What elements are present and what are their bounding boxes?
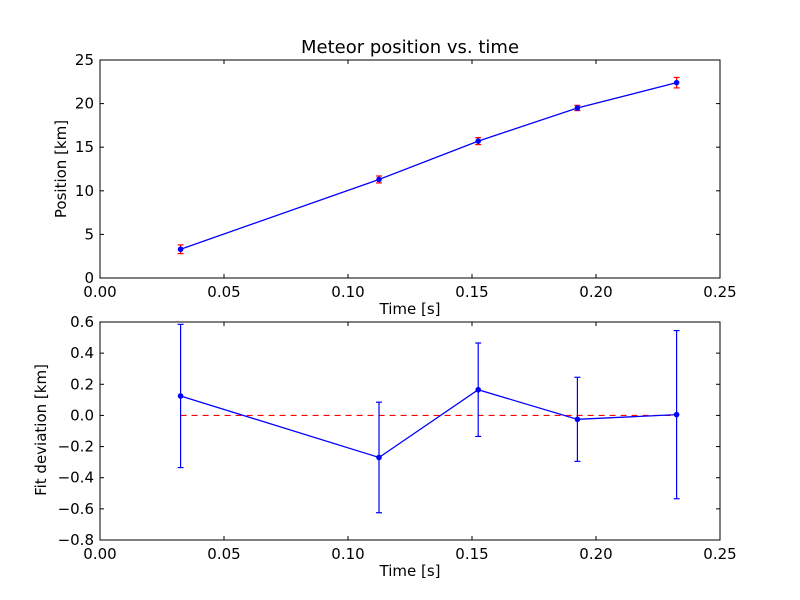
- y-tick-label: −0.4: [58, 469, 94, 487]
- position-plot-area: 0.00 0.05 0.10 0.15 0.20 0.25 0 5 10 15 20 25: [75, 51, 737, 301]
- y-tick-label: −0.8: [58, 531, 94, 549]
- y-tick-label: 0.6: [70, 313, 94, 331]
- y-tick-label: 15: [75, 138, 94, 156]
- x-tick-label: 0.00: [83, 283, 116, 301]
- x-tick-label: 0.10: [331, 545, 364, 563]
- x-tick-label: 0.15: [455, 545, 488, 563]
- data-point: [673, 411, 680, 418]
- data-point: [177, 393, 184, 399]
- x-tick-label: 0.20: [579, 283, 612, 301]
- deviation-plot-area: 0.00 0.05 0.10 0.15 0.20 0.25 −0.8 −0.6 −0.4 −0.2…: [58, 313, 737, 563]
- data-point: [673, 79, 680, 86]
- data-point: [475, 138, 482, 144]
- x-axis-label: Time [s]: [379, 300, 441, 318]
- chart-title: Meteor position vs. time: [301, 37, 519, 58]
- data-point: [376, 454, 382, 461]
- x-tick-label: 0.25: [703, 545, 736, 563]
- axes-frame: [99, 321, 721, 541]
- y-tick-label: 0.2: [70, 375, 94, 393]
- x-tick-label: 0.25: [703, 283, 736, 301]
- y-tick-label: 10: [75, 182, 94, 200]
- y-tick-label: 5: [84, 225, 94, 243]
- data-point: [376, 176, 382, 183]
- x-axis-label: Time [s]: [379, 562, 441, 580]
- y-tick-label: 0.0: [70, 406, 94, 424]
- x-tick-label: 0.05: [207, 283, 240, 301]
- data-point: [475, 386, 482, 393]
- x-tick-label: 0.15: [455, 283, 488, 301]
- x-tick-label: 0.20: [579, 545, 612, 563]
- y-tick-label: 25: [75, 51, 94, 69]
- y-tick-label: 0.4: [70, 344, 94, 362]
- y-axis-label: Fit deviation [km]: [32, 364, 50, 496]
- x-tick-label: 0.10: [331, 283, 364, 301]
- fit-deviation-chart: 0.00 0.05 0.10 0.15 0.20 0.25 −0.8 −0.6 −0.4 −0.2…: [32, 313, 737, 580]
- x-tick-label: 0.00: [83, 545, 116, 563]
- data-point: [177, 246, 184, 253]
- position-chart: Meteor position vs. time 0.00 0.05 0.10 0.1…: [52, 37, 737, 318]
- y-tick-label: −0.6: [58, 500, 94, 518]
- y-tick-label: 20: [75, 95, 94, 113]
- data-point: [574, 105, 581, 111]
- data-point: [574, 416, 581, 423]
- y-tick-label: −0.2: [58, 438, 94, 456]
- x-tick-label: 0.05: [207, 545, 240, 563]
- y-tick-label: 0: [84, 269, 94, 287]
- y-axis-label: Position [km]: [52, 120, 70, 218]
